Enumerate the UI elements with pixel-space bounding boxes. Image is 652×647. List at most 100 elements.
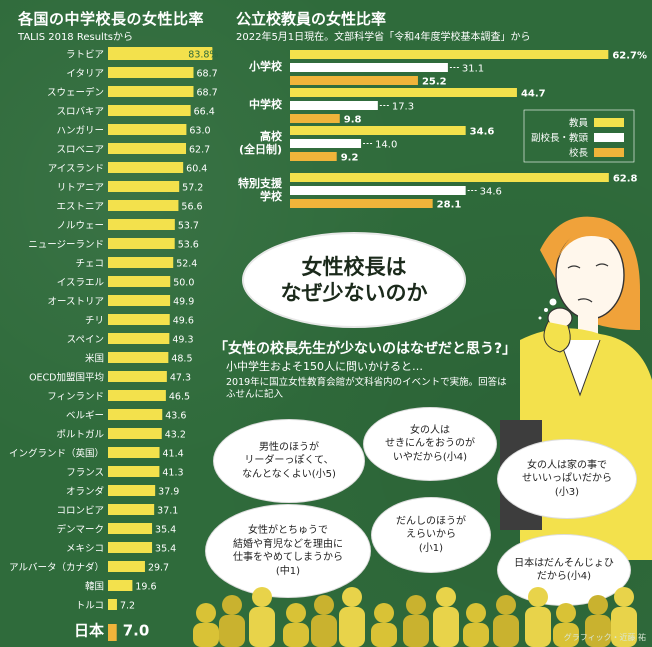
bar [108, 333, 170, 344]
category-label: スロバキア [56, 107, 104, 118]
category-label: 特別支援 [238, 176, 283, 190]
legend-swatch [594, 133, 624, 142]
left-chart-subtitle: TALIS 2018 Resultsから [18, 32, 133, 43]
child-head [406, 595, 426, 615]
category-label: 中学校 [249, 97, 283, 111]
child-body [553, 623, 579, 647]
child-body [193, 623, 219, 647]
bubble-text: 女の人は家の事で せいいっぱいだから (小3) [522, 459, 612, 498]
child-head [374, 603, 394, 623]
value-label: 7.0 [123, 622, 150, 640]
bar [108, 485, 156, 496]
child-body [311, 615, 337, 647]
value-label: 50.0 [173, 278, 194, 289]
bar-1 [290, 139, 362, 148]
value-label: 14.0 [375, 140, 397, 151]
bar [108, 542, 153, 553]
value-label: 53.7 [178, 221, 199, 232]
bar [108, 200, 179, 211]
category-label: 韓国 [85, 582, 104, 593]
bar [108, 466, 160, 477]
value-label: 49.3 [172, 335, 193, 346]
bar [108, 295, 171, 306]
child-body [283, 623, 309, 647]
bar [108, 580, 133, 591]
bar [108, 67, 194, 78]
child-body [585, 615, 611, 647]
value-label: 41.4 [163, 449, 184, 460]
bubble-text: 日本はだんそんじょひ だから(小4) [514, 557, 614, 583]
child-body [371, 623, 397, 647]
bar [108, 257, 174, 268]
value-label: 7.2 [120, 601, 135, 612]
category-label: オーストリア [47, 297, 104, 308]
speech-bubble: 女の人は家の事で せいいっぱいだから (小3) [498, 440, 636, 518]
bar-1 [290, 101, 378, 110]
value-label: 28.1 [437, 200, 462, 211]
bar [108, 561, 145, 572]
bar [108, 352, 169, 363]
legend-label: 副校長・教頭 [531, 132, 589, 144]
bar-0 [290, 173, 609, 182]
speech-bubble: 女の人は せきにんをおうのが いやだから(小4) [364, 408, 496, 480]
bar [108, 48, 213, 59]
category-label: オランダ [66, 486, 105, 498]
child-body [219, 615, 245, 647]
headline-bubble: 女性校長は なぜ少ないのか [244, 234, 464, 326]
value-label: 57.2 [182, 183, 203, 194]
value-label: 52.4 [176, 259, 197, 270]
japan-bar [108, 624, 117, 641]
bar [108, 371, 167, 382]
category-label: ベルギー [66, 411, 104, 422]
child-head [556, 603, 576, 623]
graphic-credit: グラフィック・近藤 祐 [563, 633, 646, 642]
child-body [525, 607, 551, 647]
value-label: 83.8% [188, 50, 218, 61]
value-label: 9.8 [344, 115, 362, 126]
bar [108, 276, 171, 287]
child-head [466, 603, 486, 623]
category-label: フィンランド [47, 392, 104, 403]
value-label: 9.2 [341, 153, 359, 164]
speech-bubble: 日本はだんそんじょひ だから(小4) [498, 535, 630, 605]
bubble-text: 女性がとちゅうで 結婚や育児などを理由に 仕事をやめてしまうから (中1) [233, 525, 343, 577]
value-label: 53.6 [178, 240, 199, 251]
bar [108, 409, 163, 420]
category-label: デンマーク [56, 524, 104, 536]
child-head [588, 595, 608, 615]
category-label: アルバータ（カナダ） [9, 562, 104, 574]
category-label: チリ [85, 316, 104, 327]
value-label: 43.6 [165, 411, 186, 422]
bar [108, 143, 187, 154]
child-body [611, 607, 637, 647]
bubble-text: だんしのほうが えらいから (小1) [396, 515, 466, 554]
category-label: 米国 [85, 353, 104, 365]
child-head [614, 587, 634, 607]
child-head [528, 587, 548, 607]
child-body [463, 623, 489, 647]
category-label: コロンビア [56, 506, 104, 517]
value-label: 44.7 [521, 89, 546, 100]
child-body [433, 607, 459, 647]
value-label: 56.6 [181, 202, 202, 213]
value-label: 62.8 [613, 174, 638, 185]
bar [108, 599, 117, 610]
speech-bubble: だんしのほうが えらいから (小1) [372, 498, 490, 572]
category-label: 小学校 [248, 59, 283, 73]
value-label: 34.6 [480, 187, 502, 198]
category-label: OECD加盟国平均 [29, 372, 104, 384]
value-label: 46.5 [169, 392, 190, 403]
headline-text: 女性校長は なぜ少ないのか [280, 254, 428, 305]
value-label: 63.0 [189, 126, 210, 137]
bubble-text: 男性のほうが リーダーっぽくて、 なんとなくよい(小5) [242, 441, 336, 480]
category-label: ニュージーランド [28, 240, 104, 251]
value-label: 62.7% [612, 51, 647, 62]
legend-swatch [594, 148, 624, 157]
bar [108, 238, 175, 249]
bar [108, 314, 170, 325]
bar-1 [290, 63, 448, 72]
category-label: エストニア [56, 202, 104, 213]
bar-0 [290, 88, 517, 97]
